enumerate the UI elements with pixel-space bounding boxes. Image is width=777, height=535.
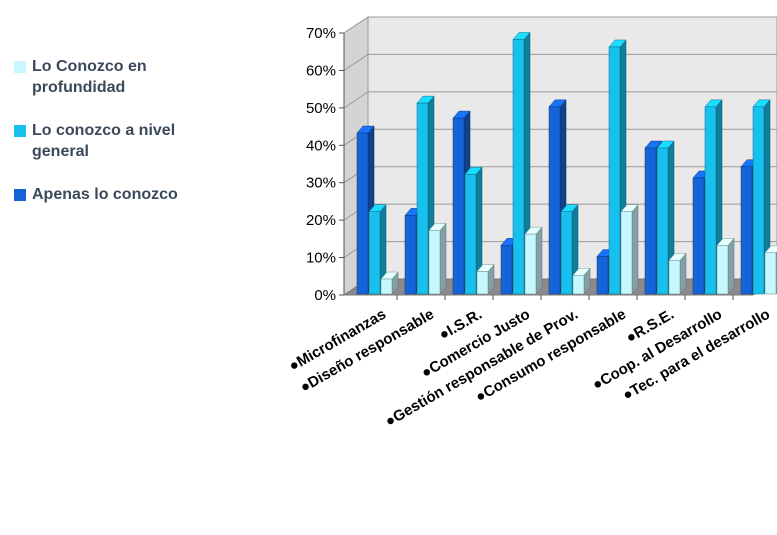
bar	[572, 275, 585, 295]
bar	[656, 147, 669, 295]
bar	[524, 233, 537, 295]
legend-label-profundidad: Lo Conozco en profundidad	[32, 58, 147, 96]
y-tick-label: 10%	[306, 250, 336, 267]
bar	[740, 166, 753, 295]
legend-swatch-profundidad	[14, 61, 26, 73]
bar	[512, 39, 525, 295]
bar	[716, 245, 729, 295]
legend-swatch-apenas	[14, 189, 26, 201]
legend-item-apenas: Apenas lo conozco	[14, 184, 224, 205]
bar	[464, 173, 477, 295]
y-tick-label: 40%	[306, 137, 336, 154]
y-tick-label: 0%	[314, 287, 336, 304]
bar-side	[439, 222, 447, 295]
legend-label-nivel-general: Lo conozco a nivel general	[32, 122, 176, 160]
legend-label-apenas: Apenas lo conozco	[32, 186, 178, 203]
y-tick-label: 30%	[306, 175, 336, 192]
bar	[644, 147, 657, 295]
y-tick-label: 60%	[306, 62, 336, 79]
gridline-side	[343, 16, 369, 34]
bar	[560, 211, 573, 295]
y-tick-label: 70%	[306, 25, 336, 42]
bar	[404, 215, 417, 295]
y-tick-label: 50%	[306, 100, 336, 117]
bar	[668, 260, 681, 295]
bar	[764, 252, 777, 295]
legend-item-nivel-general: Lo conozco a nivel general	[14, 120, 224, 162]
bar	[476, 271, 489, 295]
bar	[752, 106, 765, 295]
chart-legend: Lo Conozco en profundidad Lo conozco a n…	[14, 56, 224, 227]
bar	[500, 245, 513, 295]
bar-side	[535, 226, 543, 295]
bar	[704, 106, 717, 295]
y-tick-label: 20%	[306, 212, 336, 229]
bar	[620, 211, 633, 295]
bar	[452, 117, 465, 295]
bar	[356, 132, 369, 295]
gridline-side	[343, 54, 369, 71]
bar	[380, 278, 393, 295]
bar	[596, 256, 609, 295]
bar	[692, 177, 705, 295]
legend-item-profundidad: Lo Conozco en profundidad	[14, 56, 224, 98]
bar-side	[631, 203, 639, 295]
bar	[416, 102, 429, 295]
bar	[368, 211, 381, 295]
bar-side	[727, 237, 735, 295]
gridline-side	[343, 91, 369, 109]
legend-swatch-nivel-general	[14, 125, 26, 137]
bar	[548, 106, 561, 295]
bar	[608, 46, 621, 295]
bar	[428, 230, 441, 295]
